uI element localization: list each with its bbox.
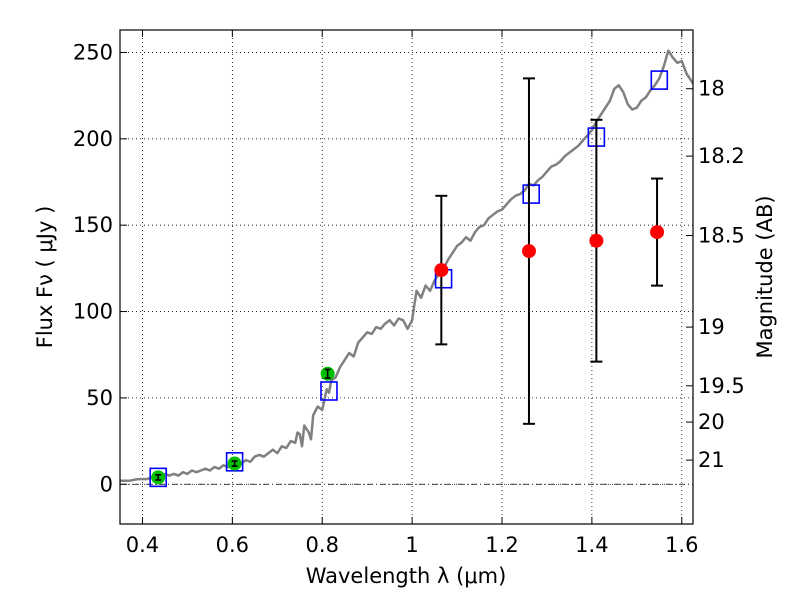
x-tick-label: 1.2 bbox=[485, 533, 518, 557]
magnitude-tick-label: 18.5 bbox=[698, 224, 745, 248]
series-group bbox=[120, 49, 693, 488]
x-tick-label: 1 bbox=[405, 533, 418, 557]
y-tick-label: 0 bbox=[100, 472, 113, 496]
axis-ticks: 0.4 0.6 0.8 1 1.2 1.4 1.6 0 50 100 150 200 250 18 18.2… bbox=[73, 30, 745, 557]
y-tick-label: 50 bbox=[86, 386, 113, 410]
x-tick-label: 1.6 bbox=[665, 533, 698, 557]
magnitude-tick-label: 20 bbox=[698, 410, 725, 434]
model-photometry-square bbox=[225, 452, 244, 472]
y-tick-label: 200 bbox=[73, 127, 113, 151]
y-axis-title: Flux Fν ( μJy ) bbox=[33, 206, 57, 349]
magnitude-tick-label: 18.2 bbox=[698, 144, 745, 168]
model-photometry-square bbox=[650, 70, 669, 90]
nir-detection-point bbox=[434, 263, 449, 278]
model-photometry-square bbox=[149, 467, 167, 488]
y-tick-label: 150 bbox=[73, 213, 113, 237]
magnitude-tick-label: 21 bbox=[698, 448, 725, 472]
plot-frame bbox=[119, 29, 694, 525]
magnitude-tick-label: 19.5 bbox=[698, 374, 745, 398]
grid bbox=[120, 30, 693, 524]
model-photometry-square bbox=[320, 381, 338, 401]
nir-detection-point bbox=[650, 225, 665, 240]
nir-detection-point bbox=[589, 233, 604, 248]
x-axis-title: Wavelength λ (μm) bbox=[306, 564, 507, 588]
x-tick-label: 0.8 bbox=[306, 533, 339, 557]
right-axis-title: Magnitude (AB) bbox=[753, 195, 777, 358]
plot-data bbox=[120, 49, 693, 488]
magnitude-tick-label: 18 bbox=[698, 77, 725, 101]
x-tick-label: 1.4 bbox=[575, 533, 608, 557]
y-tick-label: 100 bbox=[73, 300, 113, 324]
x-tick-label: 0.6 bbox=[216, 533, 249, 557]
model-photometry-square bbox=[522, 184, 541, 204]
x-tick-label: 0.4 bbox=[126, 533, 159, 557]
magnitude-tick-label: 19 bbox=[698, 315, 725, 339]
y-tick-label: 250 bbox=[73, 40, 113, 64]
nir-detection-point bbox=[521, 244, 536, 259]
